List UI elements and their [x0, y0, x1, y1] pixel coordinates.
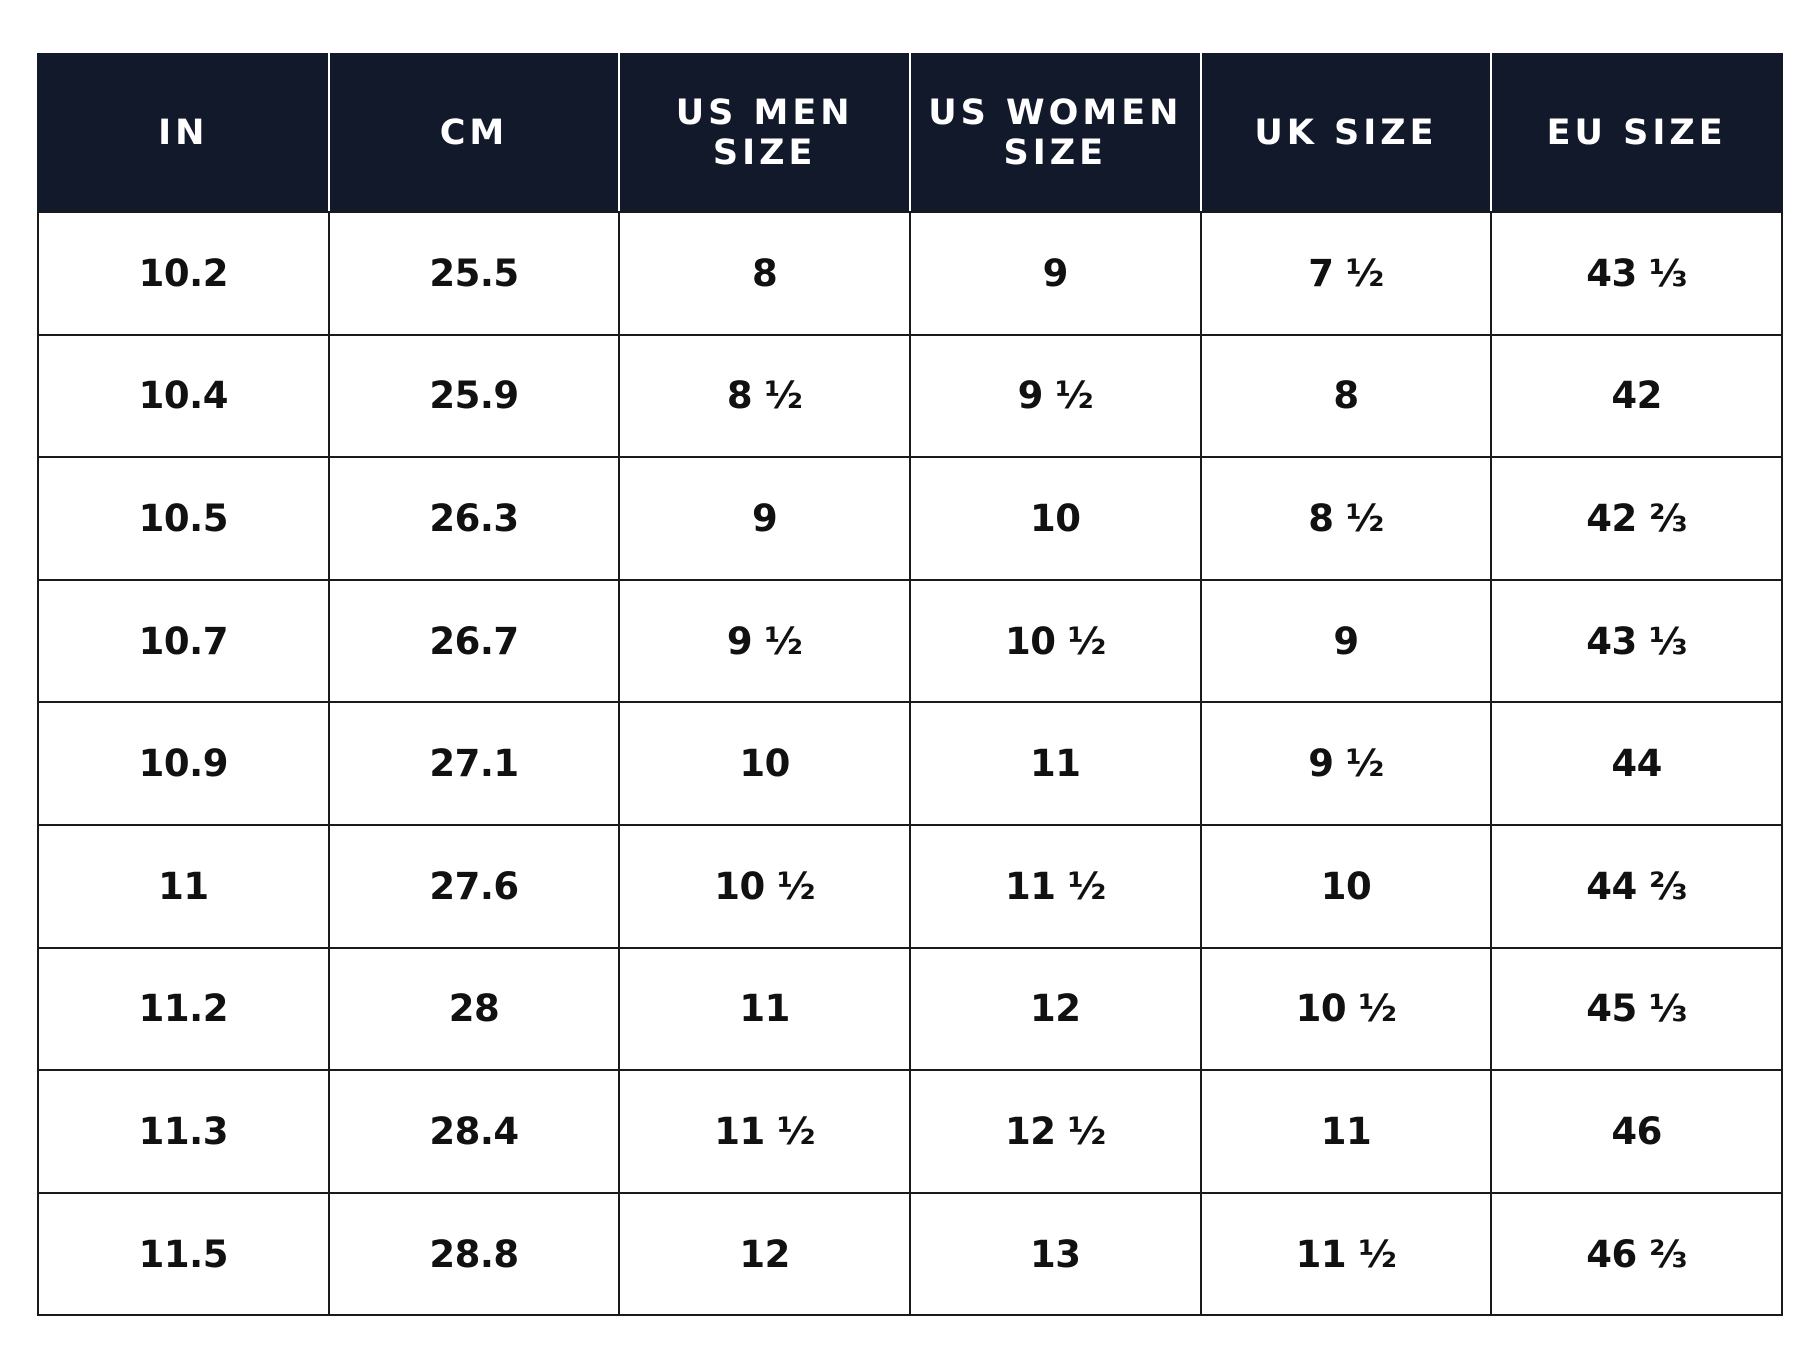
- cell-eu-size: 44 ⅔: [1490, 823, 1783, 949]
- header-row: IN CM US MEN SIZE US WOMEN SIZE UK SIZE …: [37, 53, 1783, 213]
- cell-cm: 26.3: [327, 456, 621, 581]
- column-header-uk-size: UK SIZE: [1199, 53, 1493, 213]
- cell-us-women-size: 11 ½: [908, 823, 1202, 949]
- cell-in: 10.4: [37, 333, 330, 459]
- size-chart-table: IN CM US MEN SIZE US WOMEN SIZE UK SIZE …: [37, 53, 1783, 1317]
- table-row: 10.7 26.7 9 ½ 10 ½ 9 43 ⅓: [37, 578, 1783, 704]
- column-header-in: IN: [37, 53, 330, 213]
- cell-uk-size: 7 ½: [1199, 211, 1493, 336]
- cell-in: 10.7: [37, 578, 330, 704]
- column-header-us-women-size: US WOMEN SIZE: [908, 53, 1202, 213]
- cell-uk-size: 8 ½: [1199, 456, 1493, 581]
- cell-us-men-size: 9: [618, 456, 911, 581]
- cell-eu-size: 42 ⅔: [1490, 456, 1783, 581]
- cell-us-women-size: 13: [908, 1191, 1202, 1317]
- cell-uk-size: 9: [1199, 578, 1493, 704]
- table-row: 11.3 28.4 11 ½ 12 ½ 11 46: [37, 1069, 1783, 1194]
- column-header-us-men-size: US MEN SIZE: [618, 53, 911, 213]
- cell-us-men-size: 11: [618, 946, 911, 1072]
- cell-eu-size: 43 ⅓: [1490, 211, 1783, 336]
- cell-uk-size: 9 ½: [1199, 701, 1493, 826]
- cell-us-men-size: 10 ½: [618, 823, 911, 949]
- cell-in: 10.9: [37, 701, 330, 826]
- cell-uk-size: 11: [1199, 1069, 1493, 1194]
- cell-cm: 26.7: [327, 578, 621, 704]
- cell-us-women-size: 10 ½: [908, 578, 1202, 704]
- cell-us-men-size: 12: [618, 1191, 911, 1317]
- cell-in: 11.3: [37, 1069, 330, 1194]
- cell-in: 11.2: [37, 946, 330, 1072]
- cell-us-women-size: 10: [908, 456, 1202, 581]
- cell-us-women-size: 9: [908, 211, 1202, 336]
- cell-uk-size: 10: [1199, 823, 1493, 949]
- table-row: 11.2 28 11 12 10 ½ 45 ⅓: [37, 946, 1783, 1072]
- cell-in: 10.2: [37, 211, 330, 336]
- cell-us-women-size: 12: [908, 946, 1202, 1072]
- table-row: 10.2 25.5 8 9 7 ½ 43 ⅓: [37, 211, 1783, 336]
- column-header-cm: CM: [327, 53, 621, 213]
- cell-eu-size: 42: [1490, 333, 1783, 459]
- cell-cm: 27.1: [327, 701, 621, 826]
- cell-eu-size: 44: [1490, 701, 1783, 826]
- cell-uk-size: 11 ½: [1199, 1191, 1493, 1317]
- table-row: 10.9 27.1 10 11 9 ½ 44: [37, 701, 1783, 826]
- cell-in: 11: [37, 823, 330, 949]
- cell-cm: 25.9: [327, 333, 621, 459]
- cell-us-men-size: 10: [618, 701, 911, 826]
- cell-us-women-size: 12 ½: [908, 1069, 1202, 1194]
- cell-cm: 25.5: [327, 211, 621, 336]
- column-header-eu-size: EU SIZE: [1490, 53, 1783, 213]
- cell-uk-size: 10 ½: [1199, 946, 1493, 1072]
- cell-us-men-size: 11 ½: [618, 1069, 911, 1194]
- cell-cm: 28: [327, 946, 621, 1072]
- cell-us-men-size: 9 ½: [618, 578, 911, 704]
- cell-cm: 27.6: [327, 823, 621, 949]
- cell-uk-size: 8: [1199, 333, 1493, 459]
- table-row: 11 27.6 10 ½ 11 ½ 10 44 ⅔: [37, 823, 1783, 949]
- cell-eu-size: 43 ⅓: [1490, 578, 1783, 704]
- cell-eu-size: 46 ⅔: [1490, 1191, 1783, 1317]
- cell-cm: 28.8: [327, 1191, 621, 1317]
- cell-eu-size: 46: [1490, 1069, 1783, 1194]
- table-row: 10.4 25.9 8 ½ 9 ½ 8 42: [37, 333, 1783, 459]
- table-row: 10.5 26.3 9 10 8 ½ 42 ⅔: [37, 456, 1783, 581]
- cell-us-men-size: 8 ½: [618, 333, 911, 459]
- cell-us-women-size: 11: [908, 701, 1202, 826]
- cell-in: 11.5: [37, 1191, 330, 1317]
- cell-us-men-size: 8: [618, 211, 911, 336]
- cell-cm: 28.4: [327, 1069, 621, 1194]
- cell-in: 10.5: [37, 456, 330, 581]
- cell-us-women-size: 9 ½: [908, 333, 1202, 459]
- cell-eu-size: 45 ⅓: [1490, 946, 1783, 1072]
- table-row: 11.5 28.8 12 13 11 ½ 46 ⅔: [37, 1191, 1783, 1317]
